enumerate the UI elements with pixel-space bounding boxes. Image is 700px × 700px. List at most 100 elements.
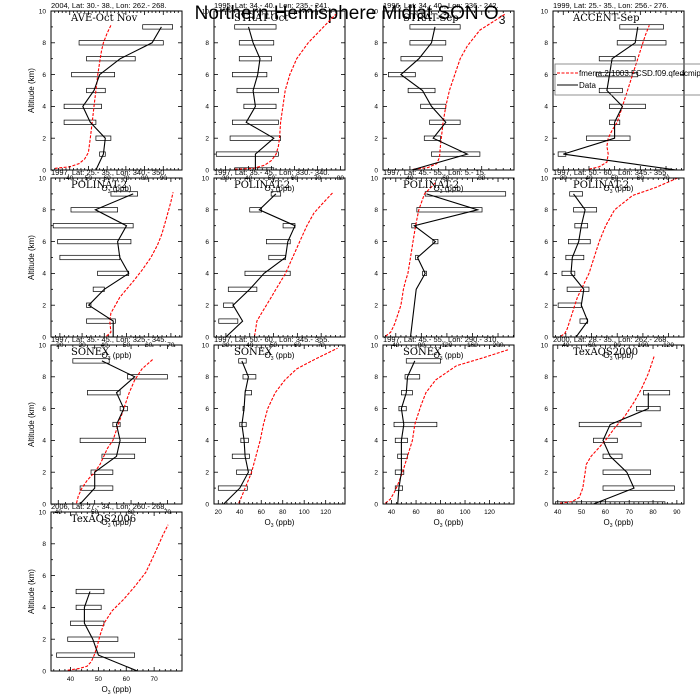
campaign-label: SONEX: [234, 347, 273, 358]
x-axis-label-o: O: [265, 351, 271, 360]
panel-3: 1996, Lat: 34.- 40., Lon: 236.- 242. 0 2 4 6…: [371, 1, 515, 195]
data-range-box: [416, 207, 483, 213]
y-tick-label: 4: [544, 271, 548, 278]
data-range-box: [266, 239, 291, 245]
data-range-box: [400, 56, 443, 62]
plot-area: [385, 349, 509, 504]
data-range-box: [596, 72, 639, 78]
y-tick-label: 4: [544, 438, 548, 445]
figure-title-text: Northern Hemisphere Midlat SON O: [194, 3, 499, 24]
plot-area: [217, 347, 338, 504]
campaign-label: STRAT-Oct: [234, 13, 288, 24]
data-mean-line: [83, 591, 138, 671]
data-range-box: [90, 469, 114, 475]
data-mean-line: [82, 26, 162, 170]
x-axis-label-o: O: [434, 518, 440, 527]
data-range-box: [598, 87, 623, 94]
y-axis-label: Altitude (km): [27, 235, 36, 280]
campaign-label: TexAQS2000: [573, 347, 638, 358]
x-axis-label: O3 (ppb): [434, 518, 464, 529]
legend: fmerra.2.1003.FCSD.f09.qfedcmip.56l Data: [554, 63, 700, 96]
panel-title: 1995, Lat: 34.- 40., Lon: 235.- 241.: [214, 1, 330, 10]
x-axis-label-sub: 3: [108, 523, 111, 529]
x-axis-label-o: O: [102, 685, 108, 694]
x-axis-label-o: O: [434, 351, 440, 360]
plot-frame: [213, 177, 346, 338]
data-range-box: [97, 270, 130, 276]
data-range-box: [429, 119, 461, 125]
plot-frame: [213, 10, 346, 171]
data-mean-line: [397, 360, 416, 504]
plot-frame: [50, 177, 183, 338]
plot-area: [555, 355, 675, 504]
panel-1: 2004, Lat: 30.- 38., Lon: 262.- 268. 0 2 4 6…: [27, 1, 183, 195]
data-mean-line: [225, 193, 296, 337]
data-range-box: [565, 254, 585, 261]
x-tick-label: 80: [279, 509, 287, 516]
data-range-box: [593, 437, 618, 443]
x-axis-label-unit: (ppb): [274, 184, 295, 193]
campaign-label: AVE-Oct Nov: [70, 13, 138, 24]
plot-frame: [382, 344, 515, 505]
y-tick-label: 10: [39, 175, 47, 182]
data-mean-line: [400, 26, 469, 170]
x-axis-label-sub: 3: [610, 356, 613, 362]
data-range-box: [86, 302, 92, 308]
plot-frame: [552, 344, 685, 505]
data-range-box: [101, 453, 136, 459]
plot-frame: [50, 10, 183, 171]
figure-title: Northern Hemisphere Midlat SON O3: [0, 3, 700, 27]
x-axis-label-unit: (ppb): [443, 351, 464, 360]
y-tick-label: 6: [42, 406, 46, 413]
y-tick-label: 6: [374, 72, 378, 79]
panel-11: 1997, Lat: 45.- 55., Lon: 290.- 310. 0 2 4 6…: [371, 335, 515, 529]
model-profile-line: [253, 191, 334, 337]
x-axis-label-sub: 3: [108, 189, 111, 195]
x-axis-label-unit: (ppb): [443, 518, 464, 527]
y-tick-label: 0: [544, 334, 548, 341]
panel-title: 2000, Lat: 28.- 35., Lon: 262.- 268.: [553, 335, 669, 344]
data-range-box: [110, 191, 138, 197]
campaign-label: POLINAT-2: [403, 180, 459, 191]
x-tick-label: 40: [388, 509, 396, 516]
y-tick-label: 2: [544, 470, 548, 477]
model-profile-line: [385, 349, 509, 504]
y-tick-label: 8: [42, 374, 46, 381]
data-range-box: [72, 358, 110, 364]
data-range-box: [227, 286, 258, 292]
data-range-box: [609, 103, 646, 109]
y-tick-label: 2: [42, 637, 46, 644]
data-range-box: [249, 207, 262, 213]
data-range-box: [398, 406, 407, 412]
data-range-box: [70, 207, 118, 213]
x-tick-label: 50: [95, 676, 103, 683]
x-tick-label: 50: [578, 509, 586, 516]
y-tick-label: 10: [202, 8, 210, 15]
campaign-label: SONEX: [71, 347, 110, 358]
y-tick-label: 4: [374, 104, 378, 111]
data-range-box: [561, 270, 576, 276]
x-axis-label-unit: (ppb): [613, 351, 634, 360]
x-axis-label: O3 (ppb): [102, 518, 132, 529]
data-range-box: [242, 374, 257, 380]
x-axis-label-unit: (ppb): [613, 184, 634, 193]
data-range-box: [619, 24, 664, 30]
data-range-box: [231, 453, 250, 459]
y-tick-label: 6: [374, 239, 378, 246]
x-axis-label-unit: (ppb): [111, 518, 132, 527]
panel-title: 1997, Lat: 45.- 55., Lon: 290.- 310.: [383, 335, 499, 344]
y-tick-label: 2: [544, 303, 548, 310]
x-axis-label-o: O: [604, 351, 610, 360]
plot-area: [388, 13, 506, 170]
y-tick-label: 10: [202, 175, 210, 182]
model-profile-line: [75, 358, 154, 504]
data-range-box: [388, 72, 416, 78]
y-tick-label: 8: [205, 207, 209, 214]
y-tick-label: 10: [39, 509, 47, 516]
y-tick-label: 2: [205, 303, 209, 310]
x-tick-label: 80: [649, 509, 657, 516]
x-tick-label: 90: [673, 509, 681, 516]
x-axis-label-o: O: [265, 184, 271, 193]
data-range-box: [232, 119, 279, 125]
x-tick-label: 40: [67, 676, 75, 683]
